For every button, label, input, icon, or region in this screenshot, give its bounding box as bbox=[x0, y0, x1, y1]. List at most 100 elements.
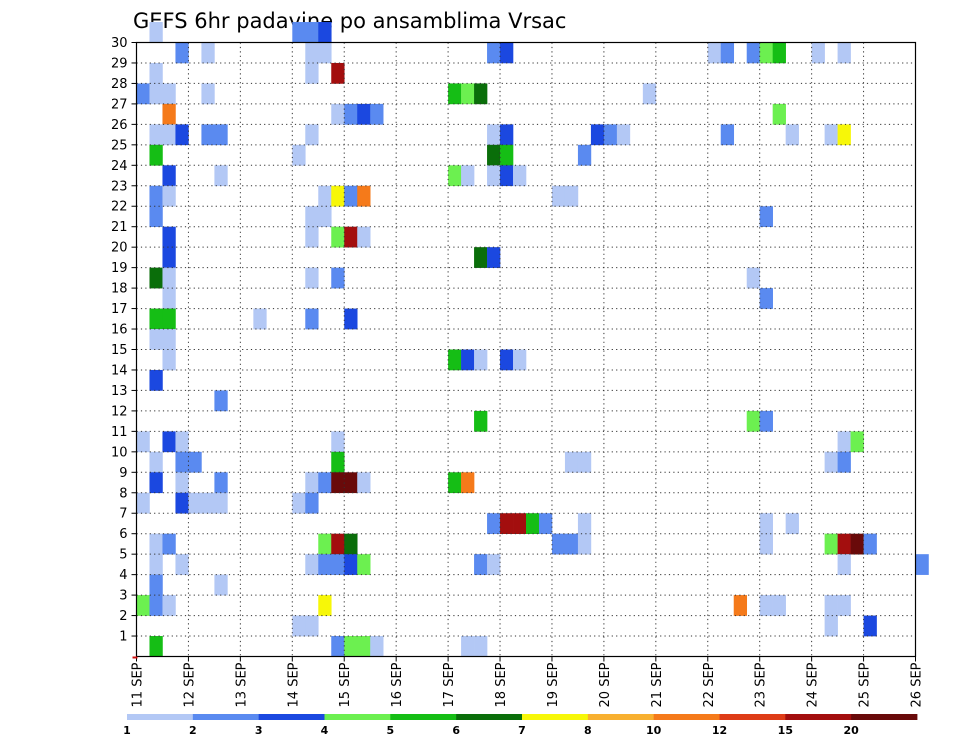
heat-cell bbox=[500, 165, 514, 187]
x-tick-label: 12 SEP bbox=[182, 662, 197, 707]
y-tick-label: 20 bbox=[111, 241, 128, 256]
heat-cell bbox=[318, 554, 332, 575]
heat-cell bbox=[214, 574, 228, 596]
heat-cell bbox=[785, 124, 799, 146]
heat-cell bbox=[837, 533, 851, 555]
y-tick-label: 21 bbox=[111, 220, 128, 235]
x-tick-label: 23 SEP bbox=[754, 662, 769, 707]
x-tick-label: 13 SEP bbox=[234, 662, 249, 707]
heat-cell bbox=[162, 83, 176, 105]
heat-cell bbox=[318, 595, 332, 616]
heat-cell bbox=[188, 451, 202, 473]
y-tick-label: 30 bbox=[111, 36, 128, 51]
cells-layer bbox=[136, 22, 929, 657]
heat-cell bbox=[564, 185, 579, 207]
colorbar-swatch bbox=[785, 714, 852, 720]
heat-cell bbox=[136, 431, 150, 453]
heat-cell bbox=[292, 492, 306, 514]
heat-cell bbox=[824, 595, 838, 616]
heat-cell bbox=[759, 206, 773, 227]
heat-cell bbox=[162, 329, 176, 350]
colorbar-swatch bbox=[851, 714, 918, 720]
y-tick-label: 25 bbox=[111, 138, 128, 153]
heat-cell bbox=[318, 22, 332, 43]
heat-cell bbox=[538, 513, 553, 534]
colorbar-label: 6 bbox=[452, 724, 460, 737]
colorbar-label: 1 bbox=[123, 724, 131, 737]
colorbar-label: 15 bbox=[778, 724, 793, 737]
heat-cell bbox=[837, 451, 851, 473]
heat-cell bbox=[214, 390, 228, 412]
heat-cell bbox=[162, 226, 176, 248]
heat-cell bbox=[331, 103, 345, 125]
x-tick-label: 22 SEP bbox=[702, 662, 717, 707]
colorbar-label: 4 bbox=[321, 724, 329, 737]
heat-cell bbox=[357, 185, 371, 207]
heat-cell bbox=[616, 124, 631, 146]
x-tick-label: 25 SEP bbox=[858, 662, 873, 707]
heat-cell bbox=[785, 513, 799, 534]
heat-cell bbox=[487, 144, 501, 166]
colorbar-swatch bbox=[192, 714, 260, 720]
heat-cell bbox=[863, 615, 877, 637]
heat-cell bbox=[759, 410, 773, 432]
y-tick-label: 16 bbox=[111, 323, 128, 338]
heat-cell bbox=[448, 83, 462, 105]
heat-cell bbox=[149, 595, 163, 616]
heat-cell bbox=[162, 349, 176, 371]
heat-cell bbox=[331, 267, 345, 289]
heat-cell bbox=[370, 636, 384, 657]
colorbar-label: 8 bbox=[584, 724, 592, 737]
heat-cell bbox=[513, 165, 527, 187]
heat-cell bbox=[305, 42, 319, 64]
y-tick-label: 26 bbox=[111, 118, 128, 133]
heat-cell bbox=[513, 349, 527, 371]
heat-cell bbox=[305, 267, 319, 289]
heat-cell bbox=[759, 595, 773, 616]
heat-cell bbox=[564, 451, 579, 473]
y-tick-label: 28 bbox=[111, 77, 128, 92]
heat-cell bbox=[811, 42, 825, 64]
heat-cell bbox=[487, 247, 501, 268]
heat-cell bbox=[162, 595, 176, 616]
x-tick-label: 24 SEP bbox=[806, 662, 821, 707]
heat-cell bbox=[292, 615, 306, 637]
heat-cell bbox=[318, 533, 332, 555]
colorbar-swatch bbox=[522, 714, 589, 720]
heat-cell bbox=[474, 83, 488, 105]
heat-cell bbox=[305, 206, 319, 227]
heat-cell bbox=[461, 349, 475, 371]
heat-cell bbox=[915, 554, 929, 575]
heat-cell bbox=[824, 124, 838, 146]
heat-cell bbox=[149, 206, 163, 227]
heat-cell bbox=[500, 124, 514, 146]
heat-cell bbox=[577, 533, 592, 555]
colorbar-label: 7 bbox=[518, 724, 526, 737]
heat-cell bbox=[214, 472, 228, 494]
x-tick-label: 20 SEP bbox=[598, 662, 613, 707]
heat-cell bbox=[175, 124, 189, 146]
y-tick-label: 24 bbox=[111, 159, 128, 174]
heat-cell bbox=[448, 165, 462, 187]
colorbar-swatch bbox=[587, 714, 655, 720]
heat-cell bbox=[136, 595, 150, 616]
heat-cell bbox=[214, 124, 228, 146]
heat-cell bbox=[344, 226, 358, 248]
heat-cell bbox=[149, 636, 163, 657]
heat-cell bbox=[551, 533, 566, 555]
heat-cell bbox=[149, 308, 163, 330]
heat-cell bbox=[837, 595, 851, 616]
heat-cell bbox=[162, 247, 176, 268]
heat-cell bbox=[344, 308, 358, 330]
x-tick-label: 17 SEP bbox=[442, 662, 457, 707]
heat-cell bbox=[331, 554, 345, 575]
heat-cell bbox=[603, 124, 618, 146]
heat-cell bbox=[149, 533, 163, 555]
heat-cell bbox=[824, 451, 838, 473]
heat-cell bbox=[474, 554, 488, 575]
heat-cell bbox=[746, 267, 760, 289]
heat-cell bbox=[500, 144, 514, 166]
heat-cell bbox=[214, 165, 228, 187]
heat-cell bbox=[318, 185, 332, 207]
